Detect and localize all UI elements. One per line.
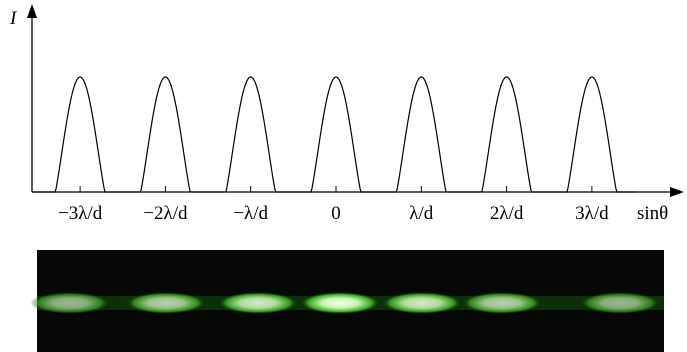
x-arrow [670, 187, 684, 197]
fringe [126, 292, 206, 314]
fringe [580, 292, 660, 314]
x-tick-label: 2λ/d [490, 203, 524, 224]
x-tick-label: −3λ/d [58, 203, 103, 224]
fringes [30, 292, 660, 314]
y-arrow [27, 4, 37, 18]
intensity-curve [32, 76, 636, 193]
x-tick-label: −2λ/d [143, 203, 188, 224]
y-label: I [9, 8, 18, 29]
fringe [30, 292, 110, 314]
fringe [218, 292, 298, 314]
fringe [382, 292, 462, 314]
x-tick-label: λ/d [409, 203, 433, 224]
fringe [300, 292, 380, 314]
fringe [462, 292, 542, 314]
x-tick-label: 3λ/d [575, 203, 609, 224]
x-label: sinθ [637, 203, 668, 224]
x-tick-label: −λ/d [233, 203, 268, 224]
x-tick-label: 0 [331, 203, 341, 224]
